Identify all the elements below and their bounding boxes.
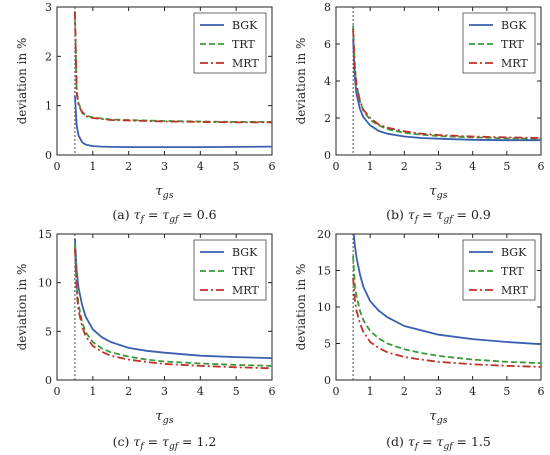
y-tick-label: 0 [324, 374, 331, 387]
x-tick-label: 1 [89, 385, 96, 398]
x-tick-label: 0 [54, 160, 61, 173]
x-tick-label: 5 [503, 160, 510, 173]
x-tick-label: 4 [197, 160, 204, 173]
series-line-trt [352, 25, 541, 140]
legend-label-bgk: BGK [232, 19, 258, 32]
x-axis-label: τgs [155, 184, 173, 201]
x-axis-label: τgs [429, 409, 447, 426]
legend-label-trt: TRT [232, 265, 255, 278]
legend-label-trt: TRT [501, 38, 524, 51]
legend-label-bgk: BGK [232, 246, 258, 259]
chart-panel-d: 0 1 2 3 4 5 6 0 5 10 15 20 deviation in % τgs BGK TRT MR… [294, 228, 545, 452]
x-tick-label: 2 [401, 160, 408, 173]
x-tick-label: 4 [469, 385, 476, 398]
x-tick-label: 6 [538, 385, 545, 398]
y-tick-label: 15 [317, 265, 331, 278]
subfigure-caption: (d) τf = τgf = 1.5 [386, 434, 491, 452]
x-tick-label: 6 [538, 160, 545, 173]
legend-label-mrt: MRT [232, 57, 259, 70]
legend-label-mrt: MRT [501, 57, 528, 70]
x-tick-label: 4 [469, 160, 476, 173]
x-tick-label: 6 [269, 160, 276, 173]
legend: BGK TRT MRT [193, 12, 267, 74]
subfigure-caption: (a) τf = τgf = 0.6 [112, 207, 216, 225]
legend: BGK TRT MRT [193, 239, 267, 301]
x-tick-label: 1 [367, 160, 374, 173]
y-tick-label: 4 [324, 75, 331, 88]
series-line-mrt [74, 11, 272, 124]
chart-panel-a: 0 1 2 3 4 5 6 0 1 2 3 deviation in % τgs BGK TRT MRT (a)… [15, 1, 276, 225]
y-axis-label: deviation in % [15, 264, 29, 351]
x-tick-label: 0 [333, 385, 340, 398]
y-tick-label: 8 [324, 1, 331, 14]
legend-label-bgk: BGK [501, 19, 527, 32]
y-tick-label: 5 [324, 338, 331, 351]
x-tick-label: 2 [401, 385, 408, 398]
x-axis-label: τgs [155, 409, 173, 426]
y-tick-label: 15 [38, 228, 52, 241]
y-axis-label: deviation in % [15, 38, 29, 125]
y-tick-label: 10 [38, 277, 52, 290]
series-line-bgk [352, 234, 541, 346]
y-axis-label: deviation in % [294, 38, 308, 125]
x-tick-label: 3 [161, 160, 168, 173]
legend-label-trt: TRT [232, 38, 255, 51]
x-tick-label: 3 [161, 385, 168, 398]
chart-panel-c: 0 1 2 3 4 5 6 0 5 10 15 deviation in % τgs BGK TRT MRT (… [15, 228, 276, 452]
legend-label-mrt: MRT [232, 284, 259, 297]
series-line-trt [352, 255, 541, 365]
subfigure-caption: (b) τf = τgf = 0.9 [386, 207, 491, 225]
x-tick-label: 5 [233, 160, 240, 173]
y-tick-label: 2 [324, 112, 331, 125]
y-tick-label: 5 [45, 325, 52, 338]
y-tick-label: 1 [45, 100, 52, 113]
y-tick-label: 2 [45, 50, 52, 63]
subfigure-caption: (c) τf = τgf = 1.2 [113, 434, 217, 452]
legend: BGK TRT MRT [462, 12, 536, 74]
x-tick-label: 3 [435, 160, 442, 173]
x-tick-label: 5 [503, 385, 510, 398]
x-tick-label: 5 [233, 385, 240, 398]
series-line-mrt [352, 277, 541, 368]
x-axis-label: τgs [429, 184, 447, 201]
series-line-bgk [74, 95, 272, 149]
y-tick-label: 3 [45, 1, 52, 14]
x-tick-label: 6 [269, 385, 276, 398]
y-axis-label: deviation in % [294, 264, 308, 351]
x-tick-label: 3 [435, 385, 442, 398]
x-tick-label: 0 [54, 385, 61, 398]
y-tick-label: 6 [324, 38, 331, 51]
y-tick-label: 20 [317, 228, 331, 241]
x-tick-label: 2 [125, 160, 132, 173]
x-tick-label: 2 [125, 385, 132, 398]
x-tick-label: 1 [367, 385, 374, 398]
y-tick-label: 0 [324, 149, 331, 162]
legend-label-bgk: BGK [501, 246, 527, 259]
series-line-trt [74, 243, 272, 367]
x-tick-label: 1 [89, 160, 96, 173]
series-line-bgk [352, 38, 541, 142]
legend: BGK TRT MRT [462, 239, 536, 301]
series-line-mrt [352, 29, 541, 139]
series-line-bgk [74, 238, 272, 359]
y-tick-label: 0 [45, 149, 52, 162]
legend-label-trt: TRT [501, 265, 524, 278]
y-tick-label: 10 [317, 301, 331, 314]
legend-label-mrt: MRT [501, 284, 528, 297]
series-line-mrt [74, 248, 272, 370]
y-tick-label: 0 [45, 374, 52, 387]
chart-panel-b: 0 1 2 3 4 5 6 0 2 4 6 8 deviation in % τgs BGK TRT MRT (b… [294, 1, 545, 225]
x-tick-label: 0 [333, 160, 340, 173]
x-tick-label: 4 [197, 385, 204, 398]
